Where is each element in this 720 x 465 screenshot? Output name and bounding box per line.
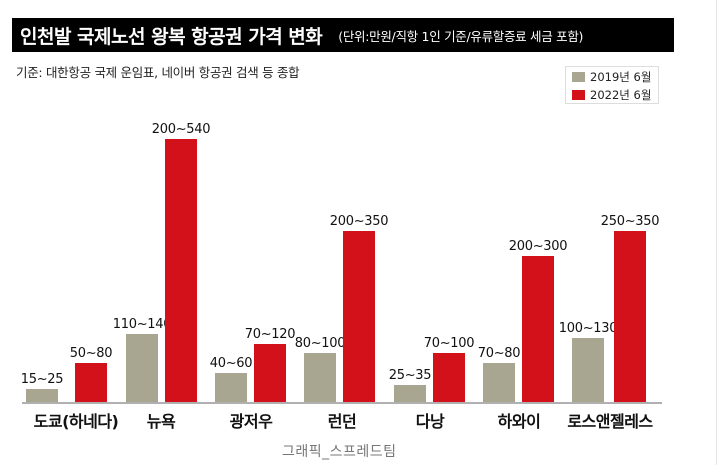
value-label: 25~35 bbox=[388, 368, 432, 383]
category-label: 다낭 bbox=[415, 412, 445, 431]
bar-2019 bbox=[394, 385, 426, 402]
legend: 2019년 6월 2022년 6월 bbox=[565, 66, 659, 104]
bar-2019 bbox=[215, 373, 247, 402]
chart-title: 인천발 국제노선 왕복 항공권 가격 변화 bbox=[20, 25, 323, 48]
bar-2022 bbox=[254, 344, 286, 402]
bar-2019 bbox=[26, 389, 58, 402]
bar-2022 bbox=[433, 353, 465, 402]
source-note: 기준: 대한항공 국제 운임표, 네이버 항공권 검색 등 종합 bbox=[16, 65, 300, 80]
category-label: 로스앤젤레스 bbox=[567, 412, 653, 431]
legend-item-2022: 2022년 6월 bbox=[572, 87, 658, 103]
category-label: 뉴욕 bbox=[146, 412, 176, 431]
unit-note: (단위:만원/직항 1인 기준/유류할증료 세금 포함) bbox=[338, 28, 584, 44]
value-label: 110~140 bbox=[112, 317, 172, 332]
value-label: 200~300 bbox=[508, 239, 568, 254]
bar-2022 bbox=[614, 231, 646, 402]
value-label: 70~80 bbox=[477, 346, 521, 361]
x-axis-line bbox=[22, 402, 662, 404]
bar-2022 bbox=[522, 256, 554, 402]
bar-2022 bbox=[343, 231, 375, 402]
bar-2019 bbox=[572, 338, 604, 402]
bar-2019 bbox=[126, 334, 158, 402]
value-label: 70~120 bbox=[244, 327, 296, 342]
category-label: 도쿄(하네다) bbox=[33, 412, 119, 431]
legend-item-2019: 2019년 6월 bbox=[572, 69, 658, 85]
bar-2019 bbox=[304, 353, 336, 402]
value-label: 50~80 bbox=[69, 346, 113, 361]
value-label: 15~25 bbox=[20, 372, 64, 387]
value-label: 200~540 bbox=[151, 122, 211, 137]
category-label: 광저우 bbox=[229, 412, 273, 431]
right-border bbox=[716, 0, 717, 465]
category-label: 런던 bbox=[327, 412, 357, 431]
graphic-credit: 그래픽_스프레드팀 bbox=[282, 444, 397, 460]
category-label: 하와이 bbox=[497, 412, 541, 431]
value-label: 100~130 bbox=[558, 321, 618, 336]
title-bar: 인천발 국제노선 왕복 항공권 가격 변화 (단위:만원/직항 1인 기준/유류… bbox=[12, 18, 674, 52]
bar-2022 bbox=[75, 363, 107, 402]
value-label: 70~100 bbox=[423, 336, 475, 351]
legend-label: 2022년 6월 bbox=[590, 88, 652, 102]
value-label: 80~100 bbox=[294, 336, 346, 351]
bar-2019 bbox=[483, 363, 515, 402]
legend-swatch-2019 bbox=[572, 72, 585, 82]
value-label: 200~350 bbox=[329, 214, 389, 229]
value-label: 250~350 bbox=[600, 214, 660, 229]
value-label: 40~60 bbox=[209, 356, 253, 371]
bar-2022 bbox=[165, 139, 197, 402]
legend-swatch-2022 bbox=[572, 90, 585, 100]
legend-label: 2019년 6월 bbox=[590, 70, 652, 84]
